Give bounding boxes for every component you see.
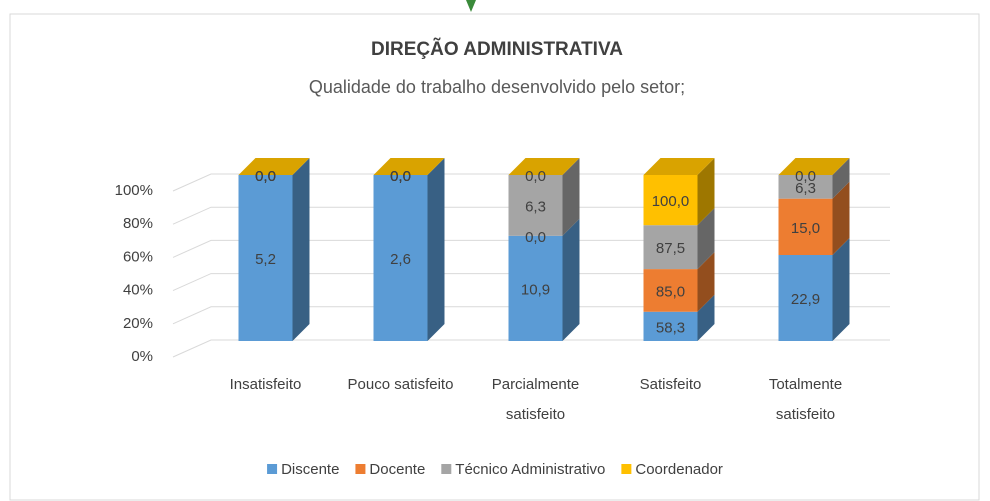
y-tick-label: 20% xyxy=(123,315,153,332)
y-tick-label: 60% xyxy=(123,248,153,265)
data-label: 0,0 xyxy=(390,168,411,185)
bar-top xyxy=(238,158,310,175)
bar-top xyxy=(778,158,850,175)
chart-title: DIREÇÃO ADMINISTRATIVA xyxy=(371,38,623,60)
bar xyxy=(643,225,698,270)
bar xyxy=(508,175,563,236)
legend-label: Docente xyxy=(369,461,425,478)
bar-side xyxy=(832,158,850,199)
bar xyxy=(373,175,428,341)
bar xyxy=(643,311,698,341)
bar-side xyxy=(427,158,445,341)
logo-fragment xyxy=(466,0,476,12)
legend-label: Técnico Administrativo xyxy=(455,461,605,478)
data-label: 0,0 xyxy=(255,168,276,185)
bar-side xyxy=(562,218,580,341)
data-label: 15,0 xyxy=(791,220,820,237)
bar xyxy=(643,175,698,226)
bar-side xyxy=(832,181,850,255)
bar xyxy=(778,254,833,341)
data-label: 22,9 xyxy=(791,291,820,308)
data-label: 85,0 xyxy=(656,283,685,300)
legend-swatch xyxy=(267,464,278,474)
x-tick-label: Pouco satisfeito xyxy=(347,376,454,393)
bar-top xyxy=(373,158,445,175)
legend-label: Discente xyxy=(281,461,339,478)
legend-swatch xyxy=(355,464,366,474)
legend-swatch xyxy=(621,464,632,474)
data-label: 87,5 xyxy=(656,240,685,257)
data-label: 5,2 xyxy=(255,251,276,268)
y-tick-label: 100% xyxy=(115,182,153,199)
bar-side xyxy=(697,252,715,312)
data-label: 0,0 xyxy=(525,229,546,246)
x-tick-label: Insatisfeito xyxy=(229,376,302,393)
bar xyxy=(778,175,833,199)
x-tick-label: Satisfeito xyxy=(639,376,702,393)
bar-side xyxy=(697,208,715,270)
data-label: 2,6 xyxy=(390,251,411,268)
bar-top xyxy=(643,158,715,175)
bar xyxy=(238,175,293,341)
data-label: 0,0 xyxy=(795,168,816,185)
y-tick-label: 80% xyxy=(123,215,153,232)
bar xyxy=(508,235,563,341)
bar xyxy=(643,269,698,312)
data-label: 100,0 xyxy=(652,193,690,210)
chart-subtitle: Qualidade do trabalho desenvolvido pelo … xyxy=(309,77,685,97)
y-tick-label: 0% xyxy=(131,348,153,365)
bar xyxy=(778,198,833,255)
bar-side xyxy=(832,237,850,341)
legend-swatch xyxy=(441,464,452,474)
data-label: 6,3 xyxy=(525,198,546,215)
data-label: 0,0 xyxy=(255,168,276,185)
data-label: 6,3 xyxy=(795,180,816,197)
x-tick-label: Parcialmente satisfeito xyxy=(491,376,580,423)
bar-side xyxy=(697,294,715,341)
bar-side xyxy=(562,158,580,236)
data-label: 0,0 xyxy=(255,168,276,185)
data-label: 0,0 xyxy=(390,168,411,185)
data-label: 0,0 xyxy=(390,168,411,185)
bar-side xyxy=(697,158,715,226)
data-label: 0,0 xyxy=(525,168,546,185)
bar-top xyxy=(508,158,580,175)
legend: Discente Docente Técnico Administrativo Coo… xyxy=(267,461,723,478)
data-label: 58,3 xyxy=(656,319,685,336)
legend-label: Coordenador xyxy=(635,461,723,478)
y-tick-label: 40% xyxy=(123,282,153,299)
x-tick-label: Totalmente satisfeito xyxy=(768,376,843,423)
data-label: 10,9 xyxy=(521,281,550,298)
bar-side xyxy=(292,158,310,341)
